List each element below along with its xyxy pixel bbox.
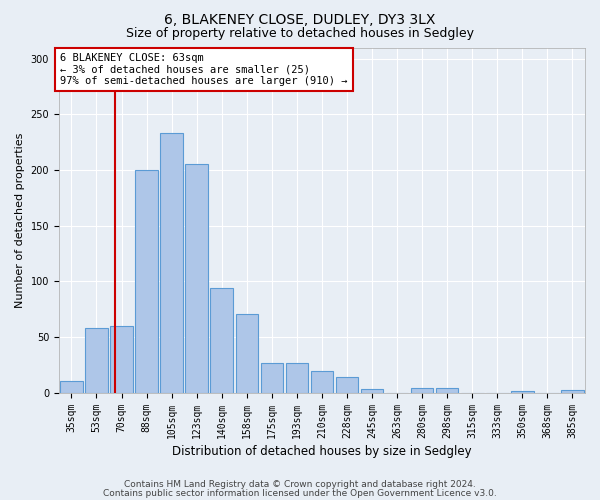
Bar [85,328,108,392]
Bar [336,377,358,392]
Text: Contains public sector information licensed under the Open Government Licence v3: Contains public sector information licen… [103,488,497,498]
Text: 6 BLAKENEY CLOSE: 63sqm
← 3% of detached houses are smaller (25)
97% of semi-det: 6 BLAKENEY CLOSE: 63sqm ← 3% of detached… [60,53,347,86]
Bar [311,372,333,392]
Bar [436,388,458,392]
Bar [286,362,308,392]
Y-axis label: Number of detached properties: Number of detached properties [15,132,25,308]
Text: Size of property relative to detached houses in Sedgley: Size of property relative to detached ho… [126,28,474,40]
Text: 6, BLAKENEY CLOSE, DUDLEY, DY3 3LX: 6, BLAKENEY CLOSE, DUDLEY, DY3 3LX [164,12,436,26]
Bar [561,390,584,392]
Bar [110,326,133,392]
Bar [411,388,433,392]
Bar [236,314,258,392]
Bar [211,288,233,393]
Bar [361,389,383,392]
Bar [185,164,208,392]
Text: Contains HM Land Registry data © Crown copyright and database right 2024.: Contains HM Land Registry data © Crown c… [124,480,476,489]
Bar [160,133,183,392]
Bar [136,170,158,392]
X-axis label: Distribution of detached houses by size in Sedgley: Distribution of detached houses by size … [172,444,472,458]
Bar [260,362,283,392]
Bar [60,382,83,392]
